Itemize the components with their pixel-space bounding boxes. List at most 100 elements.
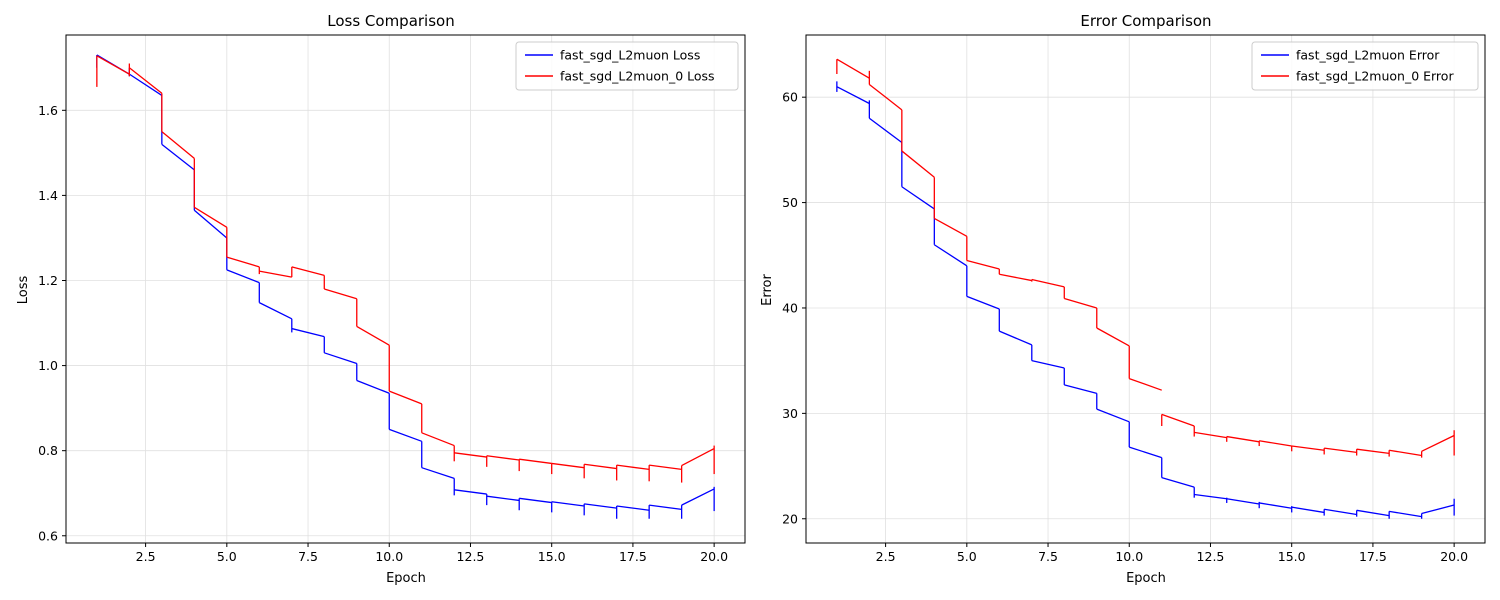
loss-legend-box xyxy=(515,41,739,91)
error-series-segment xyxy=(901,186,935,210)
loss-series-segment xyxy=(454,489,487,495)
loss-y-tick-label: 0.6 xyxy=(38,528,58,543)
error-x-tick-label: 10.0 xyxy=(1115,549,1143,564)
error-y-tick-label: 30 xyxy=(782,406,798,421)
error-series-segment xyxy=(1031,278,1065,288)
loss-x-axis-label: Epoch xyxy=(386,571,426,586)
error-chart-panel: Error Comparison Epoch Error xyxy=(760,12,1212,586)
loss-series-segment xyxy=(193,206,228,228)
error-series-segment xyxy=(1291,506,1325,514)
loss-series-segment xyxy=(681,488,715,506)
error-y-tick-label: 40 xyxy=(782,300,798,315)
error-series-segment xyxy=(1161,477,1195,488)
error-legend-label: fast_sgd_L2muon_0 Error xyxy=(1296,69,1454,84)
error-x-tick-label: 15.0 xyxy=(1278,549,1306,564)
error-series-segment xyxy=(1161,413,1195,427)
error-series-segment xyxy=(901,150,935,178)
error-series-segment xyxy=(1226,498,1260,505)
loss-series-segment xyxy=(356,325,390,346)
error-series-segment xyxy=(1129,446,1162,459)
loss-chart-panel: Loss Comparison Epoch Loss xyxy=(16,12,455,586)
error-x-tick-label: 20.0 xyxy=(1440,549,1468,564)
loss-x-tick-label: 15.0 xyxy=(538,549,566,564)
error-series-segment xyxy=(966,295,1000,310)
loss-series-segment xyxy=(324,288,357,300)
error-series-segment xyxy=(1389,510,1422,518)
error-series-segment xyxy=(1259,440,1292,447)
error-x-tick-label: 7.5 xyxy=(1038,549,1058,564)
error-series-segment xyxy=(1291,445,1325,451)
loss-series-segment xyxy=(226,256,260,268)
loss-axes: 2.5 5.0 7.5 10.0 12.5 15.0 17.5 20.0 0.6 0.8 1.0 1.… xyxy=(38,34,746,564)
loss-series-segment xyxy=(584,463,617,470)
loss-x-tick-label: 2.5 xyxy=(136,549,156,564)
loss-series-segment xyxy=(519,497,552,504)
error-y-tick-label: 60 xyxy=(782,90,798,105)
loss-series-segment xyxy=(584,503,617,509)
loss-x-tick-label: 5.0 xyxy=(217,549,237,564)
error-axes: 2.5 5.0 7.5 10.0 12.5 15.0 17.5 20.0 20 30 40 50 60 f… xyxy=(782,34,1486,564)
loss-series-segment xyxy=(486,455,520,461)
error-series-segment xyxy=(1356,509,1390,517)
loss-series-segment xyxy=(193,209,228,239)
error-series-segment xyxy=(868,84,903,111)
error-series-segment xyxy=(1096,408,1130,423)
loss-y-axis-label: Loss xyxy=(16,276,31,305)
loss-series-segment xyxy=(291,327,325,338)
error-chart-title: Error Comparison xyxy=(1080,12,1211,30)
loss-series-segment xyxy=(161,143,195,171)
loss-series-segment xyxy=(226,269,260,284)
error-series-segment xyxy=(836,58,870,79)
error-series-segment xyxy=(966,259,1000,270)
loss-series-segment xyxy=(389,428,422,442)
loss-x-tick-label: 12.5 xyxy=(457,549,485,564)
error-series-segment xyxy=(1259,502,1292,509)
error-series-segment xyxy=(1194,431,1227,439)
error-legend-box xyxy=(1251,41,1479,91)
error-x-tick-label: 12.5 xyxy=(1197,549,1225,564)
error-y-tick-label: 50 xyxy=(782,195,798,210)
error-series-segment xyxy=(1064,384,1097,394)
loss-series-segment xyxy=(616,464,650,471)
error-series-segment xyxy=(999,330,1033,346)
error-series-segment xyxy=(1064,297,1097,309)
loss-y-tick-label: 0.8 xyxy=(38,443,58,458)
error-legend-label: fast_sgd_L2muon Error xyxy=(1296,48,1440,63)
error-series-segment xyxy=(868,117,903,144)
error-x-tick-label: 5.0 xyxy=(957,549,977,564)
loss-x-tick-label: 17.5 xyxy=(619,549,647,564)
error-series-segment xyxy=(1194,493,1227,500)
error-series-segment xyxy=(1389,449,1422,457)
loss-series-segment xyxy=(128,67,163,94)
error-series-segment xyxy=(1226,435,1260,443)
loss-series-segment xyxy=(649,504,682,511)
loss-series-segment xyxy=(649,464,682,471)
error-legend: fast_sgd_L2muon Error fast_sgd_L2muon_0 E… xyxy=(1251,41,1479,91)
loss-series-segment xyxy=(259,302,293,320)
loss-series-segment xyxy=(551,501,585,507)
loss-y-tick-label: 1.4 xyxy=(38,188,58,203)
loss-series-l2muon-0 xyxy=(96,55,715,483)
loss-legend: fast_sgd_L2muon Loss fast_sgd_L2muon_0 Lo… xyxy=(515,41,739,91)
loss-series-segment xyxy=(161,131,195,159)
error-x-tick-label: 2.5 xyxy=(876,549,896,564)
loss-legend-label: fast_sgd_L2muon_0 Loss xyxy=(560,69,715,84)
error-axes-frame xyxy=(805,34,1486,544)
loss-series-segment xyxy=(324,352,357,365)
error-series-segment xyxy=(999,273,1032,282)
error-x-tick-label: 17.5 xyxy=(1359,549,1387,564)
loss-series-segment xyxy=(421,432,455,447)
error-series-segment xyxy=(1421,434,1455,452)
error-series-segment xyxy=(1324,447,1357,454)
error-x-axis-label: Epoch xyxy=(1126,571,1166,586)
error-series-segment xyxy=(1096,327,1130,347)
loss-series-segment xyxy=(291,266,325,277)
loss-series-segment xyxy=(486,495,520,502)
error-y-axis-label: Error xyxy=(760,274,775,306)
error-series-segment xyxy=(1324,508,1357,516)
loss-series-segment xyxy=(96,55,130,75)
error-series-segment xyxy=(1356,448,1390,455)
loss-series-segment xyxy=(128,73,163,96)
error-series-segment xyxy=(1421,504,1455,515)
